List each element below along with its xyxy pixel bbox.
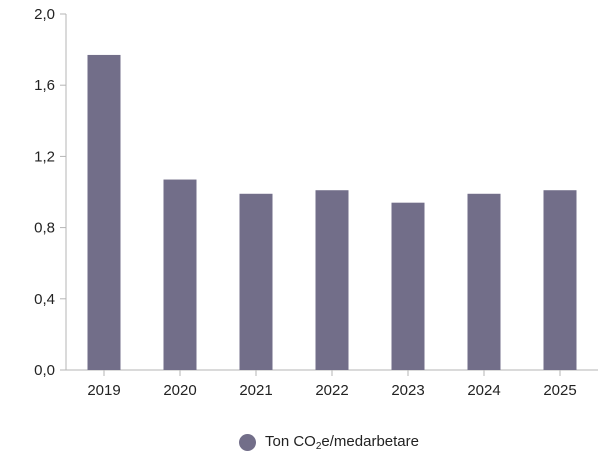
bar-2021 bbox=[239, 193, 273, 370]
y-tick-label: 2,0 bbox=[34, 6, 55, 23]
bars bbox=[87, 54, 577, 370]
x-axis: 2019 2020 2021 2022 2023 2024 2025 bbox=[66, 369, 598, 399]
x-tick-label: 2019 bbox=[87, 382, 120, 399]
legend-swatch bbox=[239, 433, 256, 451]
bar-2022 bbox=[315, 190, 349, 370]
bar-2024 bbox=[467, 193, 501, 370]
y-tick-label: 0,8 bbox=[34, 220, 55, 237]
bar-2023 bbox=[391, 202, 425, 370]
y-tick-label: 0,0 bbox=[34, 362, 55, 379]
y-tick-label: 1,6 bbox=[34, 77, 55, 94]
x-tick-label: 2022 bbox=[315, 382, 348, 399]
x-tick-label: 2021 bbox=[239, 382, 272, 399]
legend-label: Ton CO2e/medarbetare bbox=[265, 432, 419, 452]
x-tick-label: 2025 bbox=[543, 382, 576, 399]
y-axis: 0,0 0,4 0,8 1,2 1,6 2,0 bbox=[34, 6, 67, 379]
bar-2019 bbox=[87, 54, 121, 370]
x-tick-label: 2020 bbox=[163, 382, 196, 399]
y-tick-label: 1,2 bbox=[34, 148, 55, 165]
bar-2025 bbox=[543, 190, 577, 370]
legend: Ton CO2e/medarbetare bbox=[239, 430, 419, 454]
bar-2020 bbox=[163, 179, 197, 370]
x-tick-label: 2023 bbox=[391, 382, 424, 399]
y-tick-label: 0,4 bbox=[34, 291, 55, 308]
x-tick-label: 2024 bbox=[467, 382, 500, 399]
